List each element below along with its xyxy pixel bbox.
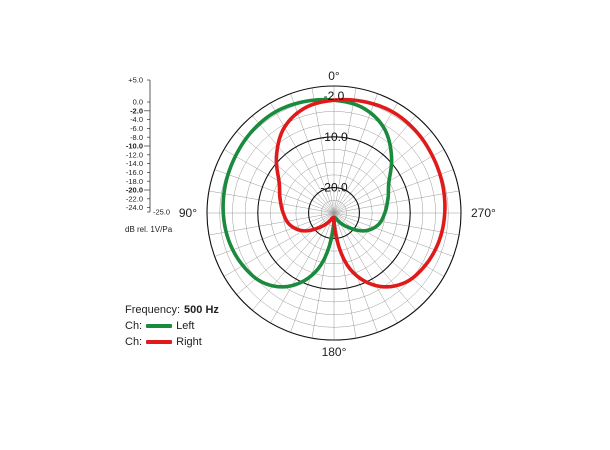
grid-ring: [244, 123, 424, 303]
polar-curves: [221, 97, 447, 289]
scale-tick-label: 0.0: [133, 98, 143, 107]
scale-tick-label: -8.0: [130, 133, 143, 142]
scale-tick-label: -16.0: [126, 168, 143, 177]
series-line-right: [274, 97, 447, 289]
scale-tick-label: -22.0: [126, 194, 143, 203]
polar-grid: [206, 85, 462, 341]
scale-tick-label: -4.0: [130, 115, 143, 124]
grid-ring: [295, 174, 373, 252]
grid-ring: [257, 136, 411, 290]
ring-label: -20.0: [320, 181, 348, 195]
scale-tick-label: -6.0: [130, 124, 143, 133]
scale-tick-label: -24.0: [126, 203, 143, 212]
angle-label: 180°: [322, 345, 347, 359]
grid-ring: [308, 187, 360, 239]
legend-item-right: Ch: Right: [125, 334, 219, 350]
frequency-row: Frequency: 500 Hz: [125, 302, 219, 318]
legend-label-left: Left: [176, 320, 195, 332]
legend: Frequency: 500 Hz Ch: Left Ch: Right: [125, 302, 219, 350]
scale-tick-label: -20.0: [126, 186, 143, 195]
scale-unit-label: dB rel. 1V/Pa: [125, 225, 173, 234]
angle-label: 90°: [179, 206, 197, 220]
angle-label: 270°: [471, 206, 496, 220]
scale-tick-label: -2.0: [130, 106, 143, 115]
angle-label: 0°: [328, 69, 340, 83]
scale-tick-label: -10.0: [126, 142, 143, 151]
grid-ring-outer: [206, 85, 462, 341]
frequency-label: Frequency:: [125, 304, 181, 316]
legend-swatch-right: [146, 340, 173, 344]
ring-labels: -2.0 -10.0 -20.0: [320, 89, 348, 194]
grid-ring: [270, 149, 398, 277]
legend-ch-label: Ch:: [125, 320, 143, 332]
db-scale: +5.00.0-2.0-4.0-6.0-8.0-10.0-12.0-14.0-1…: [125, 76, 173, 234]
scale-tick-label: -12.0: [126, 150, 143, 159]
scale-tick-label: +5.0: [128, 76, 143, 85]
angle-labels: 0° 90° 180° 270°: [179, 69, 496, 359]
legend-swatch-left: [146, 324, 173, 328]
scale-tick-label: -18.0: [126, 177, 143, 186]
scale-tick-label: -25.0: [153, 208, 170, 217]
legend-ch-label: Ch:: [125, 336, 143, 348]
grid-ring: [232, 111, 436, 315]
scale-tick-label: -14.0: [126, 159, 143, 168]
frequency-value: 500 Hz: [184, 304, 219, 316]
ring-label: -10.0: [320, 130, 348, 144]
ring-label: -2.0: [324, 89, 345, 103]
legend-label-right: Right: [176, 336, 202, 348]
legend-item-left: Ch: Left: [125, 318, 219, 334]
